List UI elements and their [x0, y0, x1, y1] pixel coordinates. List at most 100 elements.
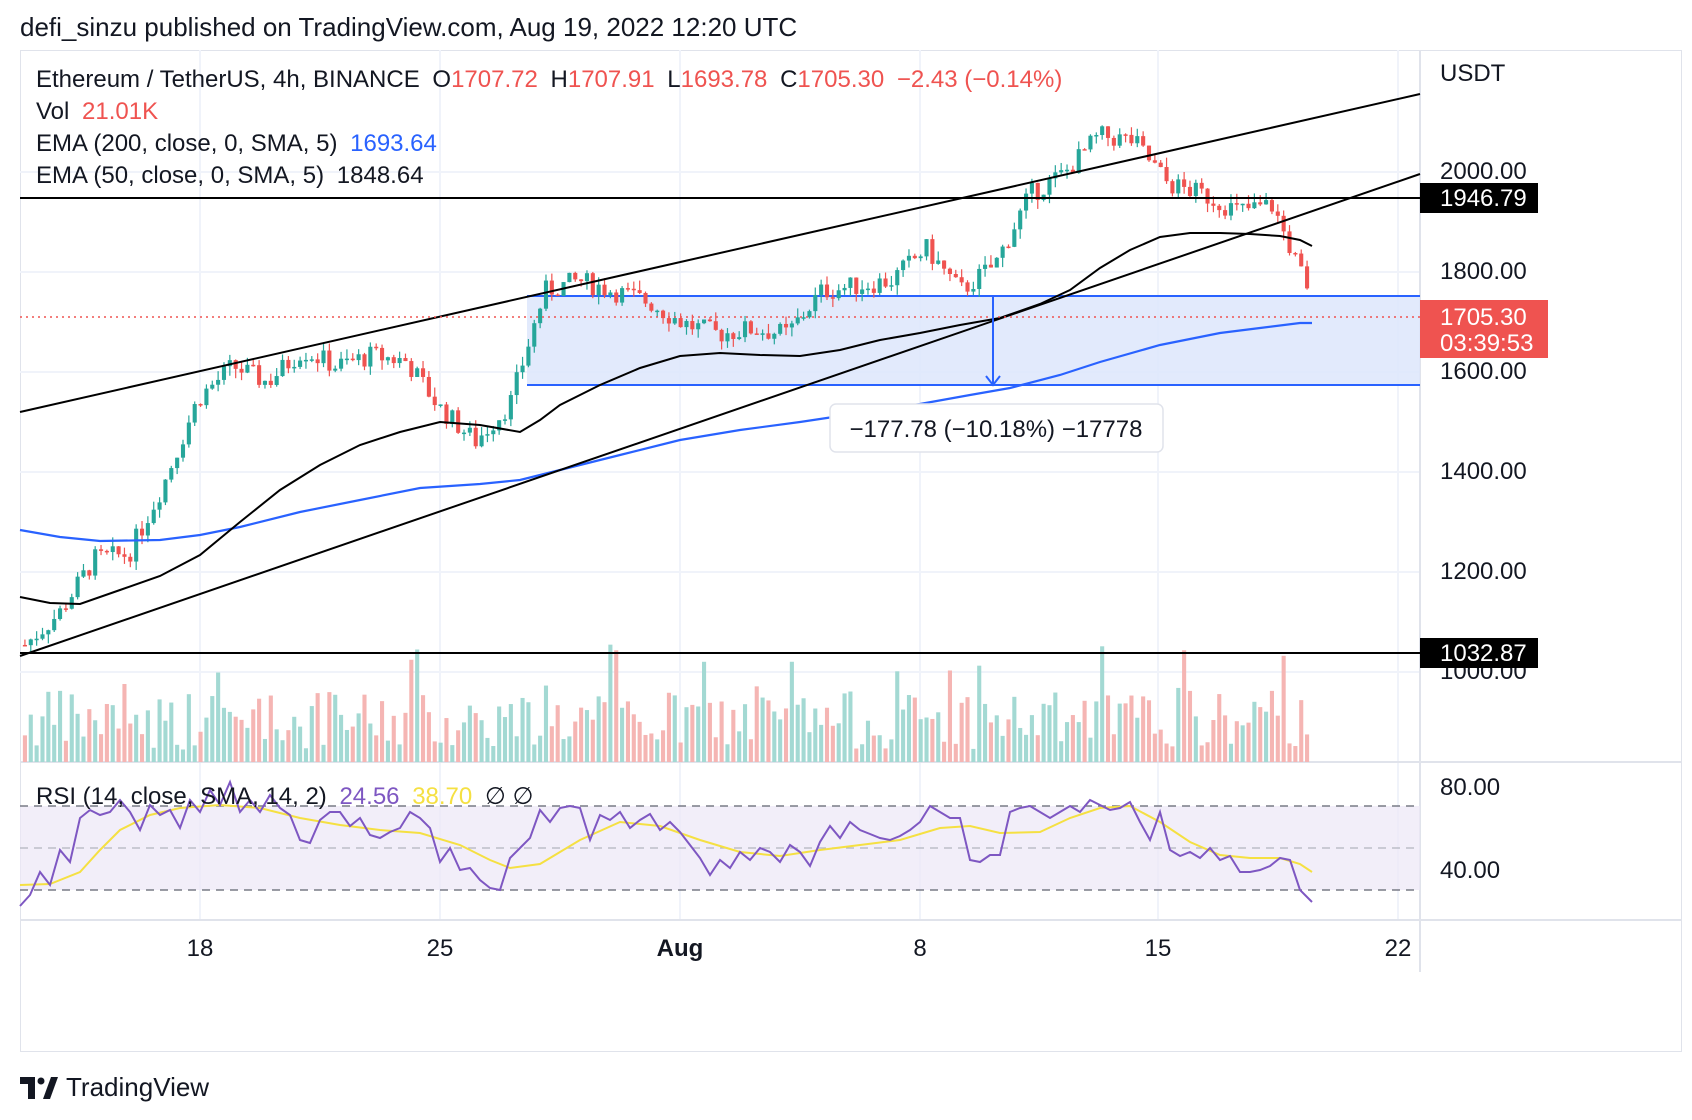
volume-label[interactable]: Vol: [36, 98, 70, 125]
volume-bar: [977, 665, 982, 762]
volume-bar: [860, 744, 865, 762]
volume-bar: [707, 702, 712, 762]
volume-bar: [836, 723, 841, 762]
candle-body: [930, 239, 935, 264]
volume-bar: [514, 736, 519, 762]
candle-body: [409, 361, 414, 377]
candle-body: [461, 432, 467, 435]
volume-bar: [63, 740, 68, 762]
volume-bar: [239, 719, 244, 762]
candle-body: [1076, 149, 1081, 174]
volume-bar: [895, 671, 900, 762]
candle-body: [1264, 200, 1269, 205]
candle-body: [251, 364, 256, 367]
candle-body: [1217, 205, 1222, 211]
candle-body: [924, 239, 929, 257]
candle-body: [268, 380, 273, 385]
candle-body: [965, 282, 970, 292]
candle-body: [772, 333, 777, 339]
volume-bar: [321, 744, 326, 762]
volume-bar: [40, 716, 45, 762]
volume-bar: [34, 745, 39, 762]
volume-bar: [1064, 722, 1070, 762]
volume-bar: [1047, 705, 1052, 762]
candle-body: [1187, 186, 1193, 197]
volume-bar: [666, 692, 671, 762]
candle-body: [157, 502, 162, 510]
candle-body: [596, 284, 601, 296]
volume-bar: [1258, 707, 1263, 762]
candle-body: [742, 321, 748, 338]
close-label: C: [780, 66, 798, 93]
volume-bar: [356, 713, 361, 762]
candle-body: [1158, 162, 1163, 168]
candle-body: [549, 280, 554, 295]
candle-body: [514, 372, 519, 396]
candle-body: [959, 277, 964, 283]
candle-body: [608, 292, 613, 296]
legend-ohlc: Ethereum / TetherUS, 4h, BINANCE O1707.7…: [36, 66, 1068, 94]
candle-body: [1199, 182, 1204, 189]
volume-bar: [292, 716, 297, 762]
volume-bar: [362, 694, 367, 762]
candle-body: [655, 310, 660, 313]
currency-label: USDT: [1440, 60, 1506, 87]
volume-bar: [403, 712, 408, 762]
candle-body: [737, 337, 742, 339]
measure-label: −177.78 (−10.18%) −17778: [850, 416, 1143, 443]
volume-bar: [661, 730, 666, 762]
range-box[interactable]: [527, 296, 1420, 385]
ema200-label[interactable]: EMA (200, close, 0, SMA, 5): [36, 130, 338, 157]
volume-bar: [965, 697, 970, 762]
volume-bar: [315, 693, 320, 762]
candle-body: [1111, 137, 1116, 146]
candle-body: [497, 420, 502, 431]
ema50-label[interactable]: EMA (50, close, 0, SMA, 5): [36, 162, 325, 189]
rsi-label[interactable]: RSI (14, close, SMA, 14, 2): [36, 783, 327, 810]
footer-brand: TradingView: [66, 1072, 210, 1102]
candle-body: [1246, 203, 1251, 209]
volume-bar: [110, 705, 115, 762]
volume-bar: [93, 720, 98, 762]
candle-body: [58, 608, 63, 619]
low-value: 1693.78: [680, 66, 768, 93]
volume-bar: [216, 672, 221, 762]
candle-body: [567, 272, 572, 283]
candle-body: [397, 358, 402, 364]
candle-body: [116, 546, 121, 555]
candle-body: [906, 255, 912, 261]
candle-body: [1082, 149, 1087, 151]
volume-bar: [702, 661, 707, 762]
volume-bar: [696, 706, 701, 762]
candle-body: [444, 404, 449, 424]
volume-bar: [1129, 695, 1134, 762]
volume-bar: [690, 704, 695, 762]
volume-bar: [620, 707, 625, 762]
volume-bar: [251, 709, 256, 762]
candle-body: [637, 290, 642, 293]
volume-bar: [444, 718, 449, 762]
volume-bar: [75, 713, 80, 762]
volume-bar: [1246, 722, 1251, 762]
volume-bar: [1123, 703, 1128, 762]
volume-bar: [1041, 703, 1046, 762]
symbol-label[interactable]: Ethereum / TetherUS, 4h, BINANCE: [36, 66, 420, 93]
candle-body: [836, 290, 841, 299]
volume-bar: [760, 697, 765, 762]
candle-body: [584, 273, 590, 282]
candle-body: [661, 310, 666, 319]
candle-body: [953, 273, 958, 278]
volume-bar: [924, 717, 929, 762]
candle-body: [491, 430, 496, 435]
candle-body: [860, 289, 865, 294]
volume-bar: [46, 691, 51, 762]
candle-body: [180, 444, 186, 458]
volume-bar: [1293, 746, 1298, 762]
candle-body: [526, 346, 531, 366]
volume-bar: [157, 699, 162, 762]
volume-bar: [889, 739, 894, 762]
volume-bar: [497, 706, 502, 762]
candle-body: [678, 318, 683, 328]
candle-body: [983, 264, 988, 269]
